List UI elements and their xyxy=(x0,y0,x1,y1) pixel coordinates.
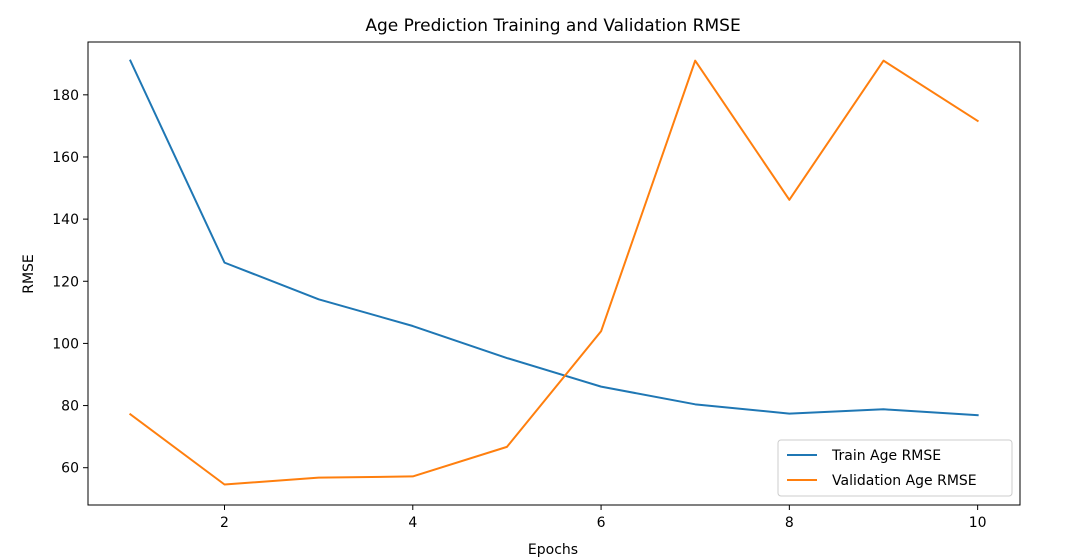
y-tick-label: 120 xyxy=(52,274,79,290)
y-tick-label: 100 xyxy=(52,336,79,352)
y-tick-label: 180 xyxy=(52,88,79,104)
x-tick-label: 4 xyxy=(408,515,417,531)
series-line-2 xyxy=(128,59,980,486)
y-tick-label: 80 xyxy=(61,399,79,415)
legend-label-1: Train Age RMSE xyxy=(831,448,941,464)
legend-label-2: Validation Age RMSE xyxy=(832,473,977,489)
x-tick-label: 6 xyxy=(597,515,606,531)
y-axis-label: RMSE xyxy=(21,254,37,294)
x-tick-label: 8 xyxy=(785,515,794,531)
y-tick-label: 60 xyxy=(61,461,79,477)
x-tick-label: 2 xyxy=(220,515,229,531)
chart-title: Age Prediction Training and Validation R… xyxy=(365,16,740,36)
plot-area: 2 4 6 8 10 60 80 100 120 140 160 180 xyxy=(52,41,1021,531)
axes-frame xyxy=(87,41,1021,506)
legend-box xyxy=(777,439,1013,497)
x-axis-label: Epochs xyxy=(528,542,578,558)
y-tick-label: 160 xyxy=(52,150,79,166)
y-tick-label: 140 xyxy=(52,212,79,228)
series-line-1 xyxy=(129,59,979,417)
x-tick-label: 10 xyxy=(969,515,987,531)
legend: Train Age RMSE Validation Age RMSE xyxy=(777,439,1013,497)
